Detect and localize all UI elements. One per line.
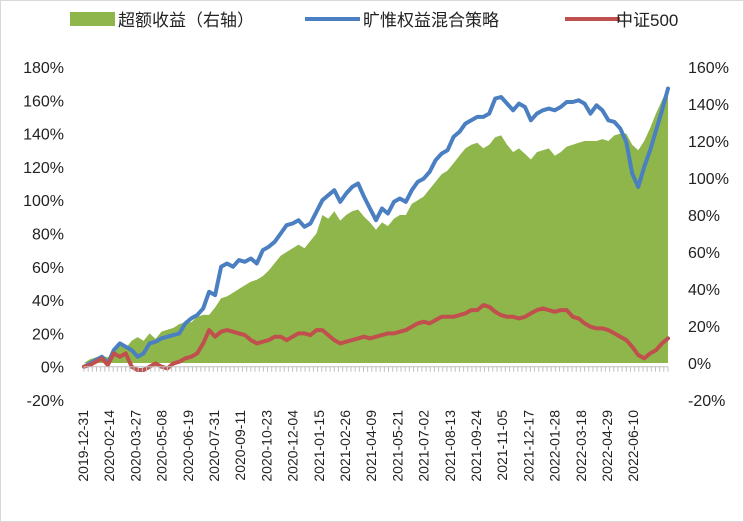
x-tick-label: 2021-09-24: [468, 410, 484, 482]
right-tick-label: 120%: [688, 134, 729, 151]
line-csi500: [82, 303, 670, 372]
x-tick-label: 2022-03-18: [573, 410, 589, 482]
x-axis-ticks: 2019-12-31 2020-02-14 2020-03-27 2020-05-08…: [75, 410, 641, 482]
right-tick-label: 160%: [688, 60, 729, 77]
x-tick-label: 2019-12-31: [75, 410, 91, 482]
right-tick-label: 40%: [688, 282, 720, 299]
legend-label: 旷惟权益混合策略: [363, 11, 499, 30]
left-tick-label: 160%: [23, 93, 64, 110]
legend-label: 超额收益（右轴）: [118, 11, 254, 30]
right-tick-label: 140%: [688, 97, 729, 114]
line-strategy: [82, 86, 670, 369]
x-tick-label: 2020-12-04: [285, 410, 301, 482]
left-tick-label: -20%: [27, 393, 64, 410]
x-tick-label: 2021-02-26: [337, 410, 353, 482]
right-tick-label: 20%: [688, 319, 720, 336]
left-tick-label: 40%: [32, 293, 64, 310]
left-tick-label: 180%: [23, 60, 64, 77]
x-tick-label: 2020-07-31: [206, 410, 222, 482]
line-layer: [82, 86, 670, 372]
axes: [83, 366, 669, 372]
right-tick-label: -20%: [688, 393, 725, 410]
x-tick-label: 2021-05-21: [389, 410, 405, 482]
left-tick-label: 0%: [41, 360, 64, 377]
x-tick-label: 2020-10-23: [258, 410, 274, 482]
x-tick-label: 2021-08-13: [442, 410, 458, 482]
x-tick-label: 2021-01-15: [311, 410, 327, 482]
legend-swatch-area: [70, 12, 115, 26]
right-tick-label: 0%: [688, 356, 711, 373]
area-excess-return: [84, 87, 668, 364]
left-tick-label: 140%: [23, 127, 64, 144]
left-tick-label: 100%: [23, 193, 64, 210]
x-tick-label: 2022-04-29: [599, 410, 615, 482]
legend: 超额收益（右轴） 旷惟权益混合策略 中证500: [70, 11, 678, 30]
right-tick-label: 100%: [688, 171, 729, 188]
x-tick-label: 2021-07-02: [416, 410, 432, 482]
right-tick-label: 60%: [688, 245, 720, 262]
left-tick-label: 20%: [32, 326, 64, 343]
area-layer: [84, 87, 668, 364]
left-tick-label: 80%: [32, 227, 64, 244]
x-tick-label: 2020-09-11: [232, 410, 248, 481]
x-tick-label: 2021-11-05: [494, 410, 510, 481]
x-tick-label: 2022-01-28: [547, 410, 563, 482]
x-tick-label: 2021-12-17: [520, 410, 536, 482]
x-tick-label: 2022-06-10: [625, 410, 641, 482]
right-tick-label: 80%: [688, 208, 720, 225]
x-tick-label: 2021-04-09: [363, 410, 379, 482]
right-axis-ticks: -20% 0% 20% 40% 60% 80% 100% 120% 140% 160%: [688, 60, 729, 410]
x-tick-label: 2020-05-08: [154, 410, 170, 482]
x-tick-label: 2020-06-19: [180, 410, 196, 482]
x-tick-label: 2020-03-27: [127, 410, 143, 482]
legend-label: 中证500: [616, 11, 678, 30]
x-tick-label: 2020-02-14: [101, 410, 117, 482]
left-tick-label: 120%: [23, 160, 64, 177]
left-tick-label: 60%: [32, 260, 64, 277]
left-axis-ticks: -20% 0% 20% 40% 60% 80% 100% 120% 140% 160% 180%: [23, 60, 64, 410]
